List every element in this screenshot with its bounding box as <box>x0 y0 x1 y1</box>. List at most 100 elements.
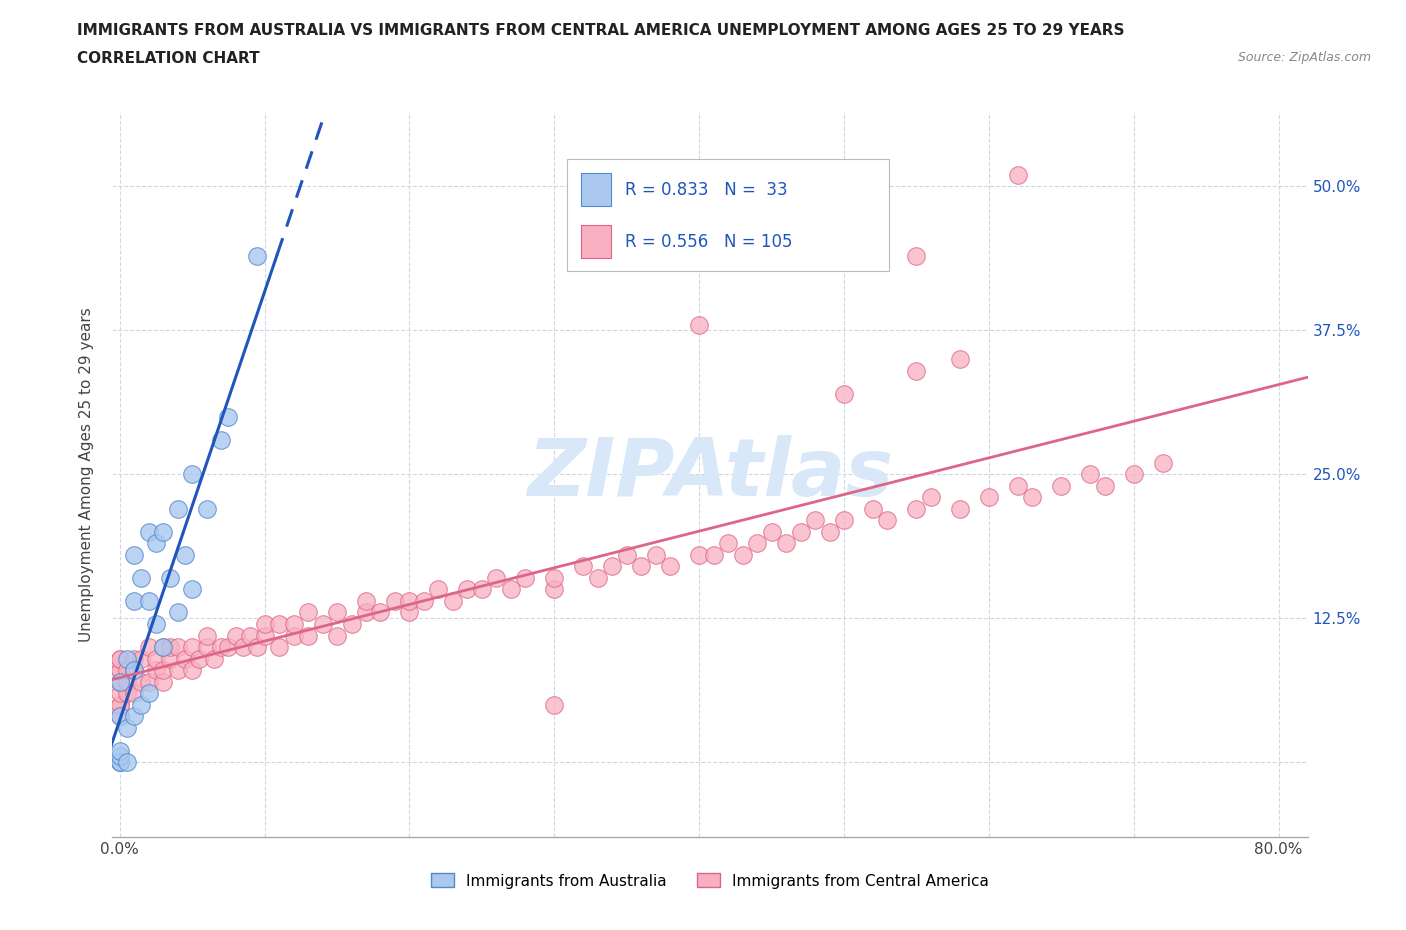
Point <box>108 755 131 770</box>
Point <box>138 685 160 700</box>
Point <box>166 640 188 655</box>
Point <box>340 617 363 631</box>
Point <box>832 386 855 401</box>
Point <box>717 536 740 551</box>
Point <box>920 490 942 505</box>
Point <box>108 755 131 770</box>
Point <box>905 364 928 379</box>
Point <box>181 640 204 655</box>
Point <box>138 593 160 608</box>
Bar <box>581 225 610 259</box>
Point <box>209 432 232 447</box>
Point <box>267 617 290 631</box>
Point <box>905 501 928 516</box>
Point <box>108 743 131 758</box>
Point <box>1078 467 1101 482</box>
Point <box>485 570 508 585</box>
Point <box>246 640 269 655</box>
Point <box>745 536 768 551</box>
Point <box>159 570 181 585</box>
Point <box>1007 478 1029 493</box>
Point <box>1050 478 1073 493</box>
Point <box>166 662 188 677</box>
Point <box>195 640 218 655</box>
Point <box>688 548 710 563</box>
Point <box>876 513 898 528</box>
Point <box>311 617 333 631</box>
Point <box>688 317 710 332</box>
Text: IMMIGRANTS FROM AUSTRALIA VS IMMIGRANTS FROM CENTRAL AMERICA UNEMPLOYMENT AMONG : IMMIGRANTS FROM AUSTRALIA VS IMMIGRANTS … <box>77 23 1125 38</box>
Text: CORRELATION CHART: CORRELATION CHART <box>77 51 260 66</box>
Point <box>1152 456 1174 471</box>
Point <box>108 685 131 700</box>
Text: Source: ZipAtlas.com: Source: ZipAtlas.com <box>1237 51 1371 64</box>
Point <box>115 662 138 677</box>
Point <box>659 559 682 574</box>
Point <box>115 755 138 770</box>
Point <box>616 548 638 563</box>
Point <box>115 674 138 689</box>
Point <box>138 525 160 539</box>
Point <box>108 651 131 666</box>
Point <box>253 628 276 643</box>
Point <box>789 525 811 539</box>
Point <box>159 640 181 655</box>
FancyBboxPatch shape <box>567 159 890 272</box>
Point <box>145 617 167 631</box>
Point <box>152 662 174 677</box>
Point <box>108 709 131 724</box>
Point <box>326 628 349 643</box>
Point <box>283 628 305 643</box>
Point <box>283 617 305 631</box>
Point <box>370 605 392 620</box>
Bar <box>581 173 610 206</box>
Point <box>775 536 797 551</box>
Point <box>108 674 131 689</box>
Point <box>152 640 174 655</box>
Point <box>131 698 153 712</box>
Point <box>122 662 145 677</box>
Point <box>905 248 928 263</box>
Point <box>152 640 174 655</box>
Point <box>326 605 349 620</box>
Point <box>122 685 145 700</box>
Point <box>108 749 131 764</box>
Point <box>181 467 204 482</box>
Point <box>630 559 652 574</box>
Point <box>586 570 609 585</box>
Point <box>441 593 464 608</box>
Point <box>138 674 160 689</box>
Point <box>384 593 406 608</box>
Point <box>145 536 167 551</box>
Point <box>354 605 377 620</box>
Point <box>108 662 131 677</box>
Point <box>115 685 138 700</box>
Point <box>600 559 623 574</box>
Point <box>398 605 420 620</box>
Point <box>108 674 131 689</box>
Point <box>115 720 138 735</box>
Point <box>1094 478 1116 493</box>
Point <box>862 501 884 516</box>
Point <box>818 525 841 539</box>
Point <box>1021 490 1043 505</box>
Point <box>166 501 188 516</box>
Point <box>232 640 254 655</box>
Point <box>804 513 827 528</box>
Point <box>471 582 494 597</box>
Point <box>949 352 972 366</box>
Point <box>145 662 167 677</box>
Point <box>543 582 565 597</box>
Point <box>138 640 160 655</box>
Point <box>572 559 595 574</box>
Point <box>644 548 666 563</box>
Point <box>174 548 197 563</box>
Point <box>188 651 211 666</box>
Point <box>195 501 218 516</box>
Point <box>1122 467 1144 482</box>
Point <box>181 662 204 677</box>
Point <box>543 570 565 585</box>
Point <box>122 709 145 724</box>
Text: R = 0.556   N = 105: R = 0.556 N = 105 <box>626 232 793 251</box>
Point <box>456 582 478 597</box>
